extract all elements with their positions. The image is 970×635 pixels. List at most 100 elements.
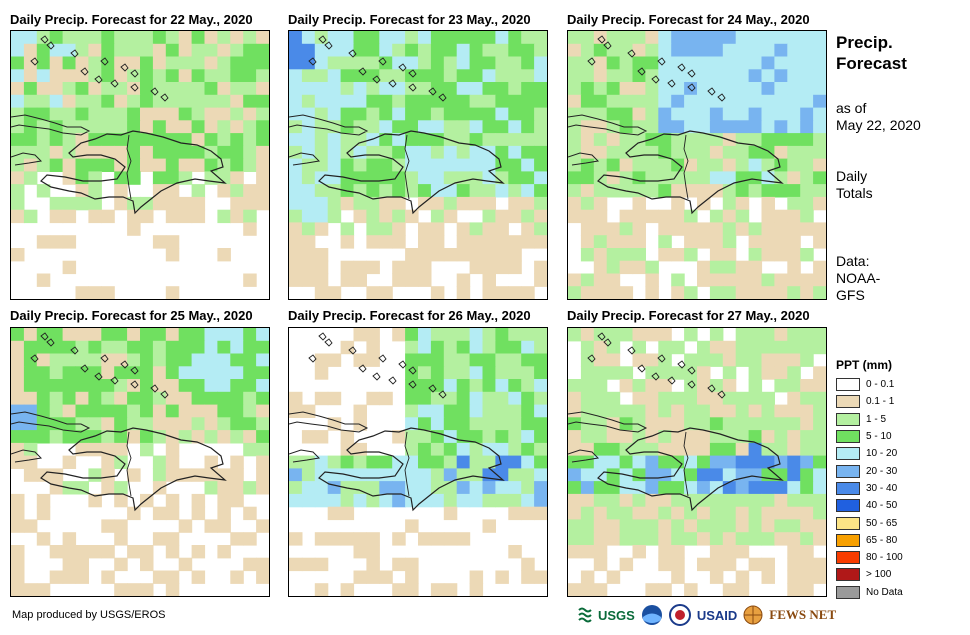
precip-cell	[469, 235, 484, 249]
precip-cell	[761, 366, 775, 380]
precip-cell	[482, 56, 496, 70]
precip-cell	[379, 31, 393, 45]
precip-cell	[697, 340, 711, 355]
precip-cell	[469, 107, 484, 121]
precip-cell	[456, 468, 471, 482]
precip-cell	[314, 391, 329, 406]
precip-cell	[49, 31, 64, 45]
precip-cell	[165, 43, 180, 58]
precip-cell	[36, 158, 51, 172]
precip-cell	[722, 94, 737, 109]
bahamas-island	[150, 384, 159, 393]
precip-cell	[593, 286, 608, 299]
precip-cell	[392, 120, 406, 134]
precip-cell	[697, 145, 711, 160]
precip-cell	[456, 532, 471, 546]
precip-cell	[593, 31, 608, 45]
precip-cell	[430, 94, 445, 109]
precip-cell	[606, 353, 621, 367]
precip-cell	[301, 248, 316, 262]
precip-cell	[49, 366, 64, 380]
bahamas-island	[358, 364, 367, 373]
precip-cell	[787, 82, 801, 96]
precip-cell	[774, 94, 788, 109]
precip-cell	[619, 557, 634, 572]
precip-cell	[88, 391, 102, 406]
precip-cell	[217, 94, 231, 109]
precip-cell	[580, 328, 595, 342]
precip-cell	[568, 391, 582, 406]
precip-cell	[469, 120, 484, 134]
precip-cell	[418, 107, 432, 121]
precip-cell	[204, 455, 218, 469]
precip-cell	[671, 430, 685, 444]
precip-cell	[456, 417, 471, 431]
precip-cell	[178, 31, 193, 45]
precip-cell	[787, 120, 801, 134]
precip-cell	[508, 353, 522, 367]
precip-cell	[256, 340, 269, 355]
precip-cell	[722, 286, 737, 299]
precip-cell	[256, 481, 269, 495]
precip-cell	[301, 43, 316, 58]
data-source-line1: Data:	[836, 253, 870, 269]
precip-cell	[645, 519, 659, 533]
precip-cell	[684, 430, 698, 444]
precip-cell	[62, 340, 77, 355]
precip-cell	[748, 158, 763, 172]
precip-cell	[482, 235, 496, 249]
bahamas-island	[408, 69, 417, 78]
precip-cell	[534, 455, 547, 469]
precip-cell	[314, 107, 329, 121]
precip-cell	[495, 120, 509, 134]
precip-cell	[593, 481, 608, 495]
bahamas-island	[46, 41, 55, 50]
precip-cell	[114, 404, 128, 418]
precip-cell	[140, 120, 154, 134]
precip-cell	[684, 82, 698, 96]
precip-cell	[568, 145, 582, 160]
cuba-coastline	[289, 411, 369, 433]
precip-cell	[101, 481, 115, 495]
precip-cell	[580, 171, 595, 185]
precip-cell	[722, 196, 737, 211]
precip-cell	[456, 120, 471, 134]
precip-cell	[62, 31, 77, 45]
precip-cell	[114, 442, 128, 457]
bahamas-island	[110, 376, 119, 385]
precip-cell	[88, 82, 102, 96]
precip-cell	[301, 145, 316, 160]
precip-cell	[593, 366, 608, 380]
precip-cell	[761, 442, 775, 457]
precip-cell	[495, 31, 509, 45]
haiti-dr-border	[683, 431, 689, 497]
legend-item: 5 - 10	[836, 428, 903, 445]
precip-cell	[709, 286, 724, 299]
precip-cell	[735, 493, 750, 508]
precip-cell	[430, 583, 445, 596]
legend-item: 30 - 40	[836, 480, 903, 497]
precip-cell	[456, 248, 471, 262]
bahamas-island	[120, 63, 129, 72]
precip-cell	[761, 158, 775, 172]
precip-cell	[722, 519, 737, 533]
precip-cell	[36, 31, 51, 45]
precip-cell	[534, 417, 547, 431]
precip-cell	[748, 519, 763, 533]
precip-cell	[456, 328, 471, 342]
precip-cell	[508, 31, 522, 45]
precip-cell	[49, 391, 64, 406]
precip-cell	[813, 328, 826, 342]
logo-strip: USGS USAID FEWS NET	[578, 603, 836, 627]
precip-cell	[619, 69, 634, 83]
bahamas-island	[603, 338, 612, 347]
precip-cell	[127, 353, 141, 367]
precip-cell	[217, 366, 231, 380]
precip-cell	[230, 184, 244, 198]
legend-label: 20 - 30	[866, 465, 898, 477]
precip-cell	[593, 506, 608, 521]
precip-cell	[787, 506, 801, 521]
precip-cell	[568, 519, 582, 533]
precip-cell	[327, 286, 342, 299]
precip-cell	[482, 340, 496, 355]
